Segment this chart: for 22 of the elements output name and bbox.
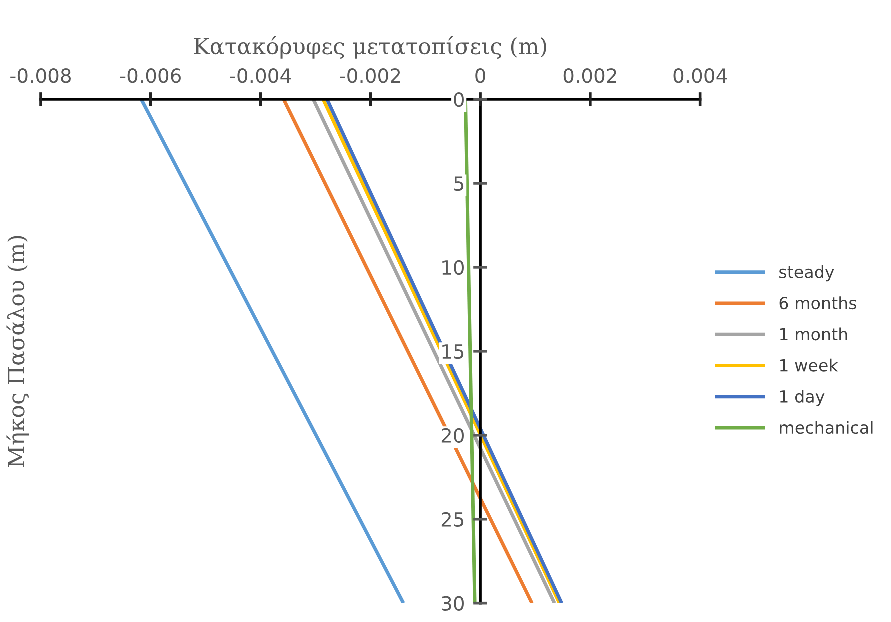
legend-label: 1 day [780, 390, 825, 406]
y-tick-label: 30 [442, 596, 464, 612]
x-tick-label: 0.002 [564, 68, 616, 84]
x-axis-title: Κατακόρυφες μετατοπίσεις (m) [194, 36, 546, 59]
x-tick-label: -0.006 [120, 68, 181, 84]
y-tick-label: 20 [442, 428, 464, 444]
legend-label: 6 months [780, 296, 857, 310]
legend-label: mechanical [780, 421, 873, 434]
y-tick-label: 25 [442, 512, 464, 528]
x-tick-label: 0.004 [674, 68, 728, 84]
legend-label: steady [780, 266, 834, 282]
x-tick-label: -0.002 [340, 68, 400, 84]
y-tick-label: 15 [442, 344, 464, 360]
x-tick-label: -0.008 [10, 68, 71, 84]
legend-label: 1 month [780, 328, 848, 341]
y-tick-label: 10 [442, 260, 464, 276]
y-tick-label: 0 [454, 92, 464, 108]
legend-label: 1 week [780, 358, 838, 372]
y-tick-label: 5 [454, 176, 464, 192]
y-axis-title: Μήκος Πασάλου (m) [6, 236, 30, 468]
x-tick-label: -0.004 [230, 68, 292, 84]
x-tick-label: 0 [476, 68, 486, 84]
